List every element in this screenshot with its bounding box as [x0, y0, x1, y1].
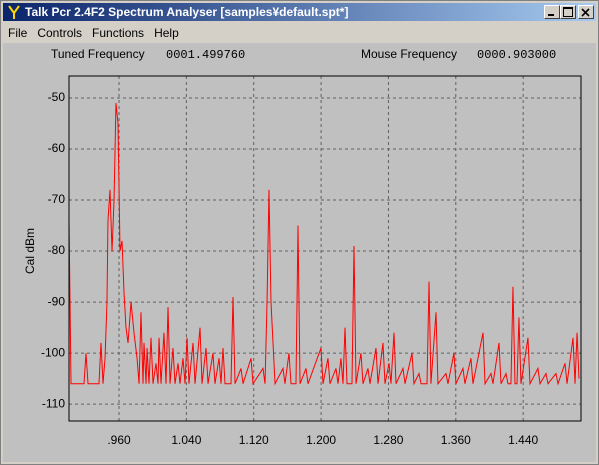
x-tick-label: 1.280: [373, 433, 403, 447]
plot-border: [68, 75, 582, 422]
main-panel: Tuned Frequency 0001.499760 Mouse Freque…: [3, 43, 596, 462]
menu-item[interactable]: Controls: [37, 26, 83, 40]
tuned-label: Tuned Frequency: [51, 47, 145, 61]
x-tick-label: 1.360: [441, 433, 471, 447]
title-bar: Talk Pcr 2.4F2 Spectrum Analyser [sample…: [3, 3, 596, 21]
close-button[interactable]: [578, 5, 594, 19]
menu-bar: File Controls Functions Help: [3, 23, 596, 42]
menu-item[interactable]: Functions: [92, 26, 145, 40]
y-tick-label: -90: [48, 294, 66, 308]
x-tick-label: .960: [107, 433, 131, 447]
maximize-button[interactable]: [560, 5, 576, 19]
x-tick-label: 1.040: [171, 433, 201, 447]
app-icon: [8, 5, 20, 19]
mouse-value: 0000.903000: [477, 48, 556, 62]
menu-item[interactable]: Help: [154, 26, 179, 40]
x-tick-label: 1.200: [306, 433, 336, 447]
y-tick-label: -100: [41, 345, 65, 359]
y-tick-label: -110: [42, 396, 65, 410]
y-tick-label: -70: [48, 192, 66, 206]
y-axis-label: Cal dBm: [23, 228, 37, 274]
y-tick-label: -50: [48, 90, 66, 104]
menu-item[interactable]: File: [8, 26, 28, 40]
x-tick-label: 1.120: [239, 433, 269, 447]
x-tick-label: 1.440: [508, 433, 538, 447]
mouse-label: Mouse Frequency: [361, 47, 457, 61]
window-title: Talk Pcr 2.4F2 Spectrum Analyser [sample…: [25, 5, 349, 19]
chart: Tuned Frequency 0001.499760 Mouse Freque…: [23, 47, 582, 447]
spectrum-line: [68, 103, 580, 386]
tuned-value: 0001.499760: [166, 48, 245, 62]
y-tick-label: -80: [48, 243, 66, 257]
minimize-button[interactable]: [544, 5, 560, 19]
y-tick-label: -60: [48, 141, 66, 155]
